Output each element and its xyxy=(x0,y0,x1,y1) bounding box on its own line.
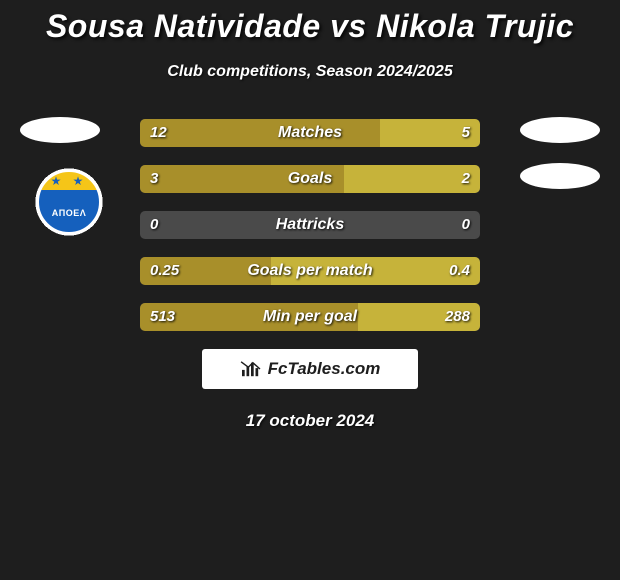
player2-club-placeholder xyxy=(520,163,600,189)
bar-chart-icon xyxy=(240,360,262,378)
stat-label: Min per goal xyxy=(140,303,480,331)
attribution-text: FcTables.com xyxy=(268,359,381,379)
stat-row: 32Goals xyxy=(140,165,480,193)
bar-chart: 125Matches 32Goals 00Hattricks 0.250.4Goals… xyxy=(140,119,480,331)
attribution-badge: FcTables.com xyxy=(202,349,418,389)
stat-label: Goals per match xyxy=(140,257,480,285)
chart-area: 125Matches 32Goals 00Hattricks 0.250.4Goals… xyxy=(0,119,620,431)
stat-label: Hattricks xyxy=(140,211,480,239)
stat-label: Matches xyxy=(140,119,480,147)
date-text: 17 october 2024 xyxy=(0,411,620,431)
page-title: Sousa Natividade vs Nikola Trujic xyxy=(0,8,620,45)
stat-row: 00Hattricks xyxy=(140,211,480,239)
player1-avatar-placeholder xyxy=(20,117,100,143)
page-subtitle: Club competitions, Season 2024/2025 xyxy=(0,63,620,81)
comparison-card: Sousa Natividade vs Nikola Trujic Club c… xyxy=(0,0,620,431)
player2-avatar-placeholder xyxy=(520,117,600,143)
stat-row: 125Matches xyxy=(140,119,480,147)
apoel-shield-icon xyxy=(37,170,101,234)
stat-label: Goals xyxy=(140,165,480,193)
stat-row: 513288Min per goal xyxy=(140,303,480,331)
player1-club-badge xyxy=(28,161,110,243)
stat-row: 0.250.4Goals per match xyxy=(140,257,480,285)
